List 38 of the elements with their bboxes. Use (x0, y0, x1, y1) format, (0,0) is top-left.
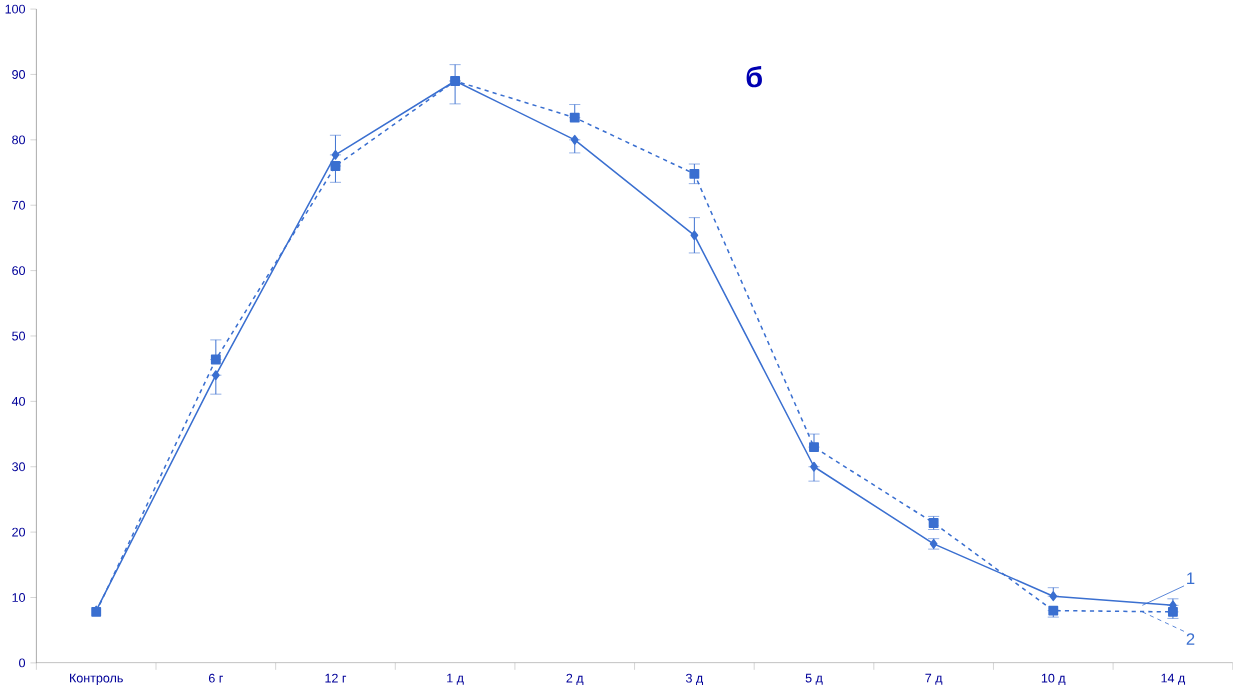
y-tick-label: 100 (5, 4, 26, 14)
x-tick-label: 14 д (1161, 673, 1186, 686)
y-tick-label: 0 (19, 658, 26, 668)
x-tick-label: Контроль (70, 673, 123, 686)
point (1167, 607, 1178, 618)
y-tick-label: 50 (12, 331, 26, 341)
y-tick-label: 60 (12, 266, 26, 276)
y-tick-label: 70 (12, 200, 26, 210)
point (330, 161, 341, 172)
x-tick-label: 1 д (447, 673, 464, 686)
y-tick-label: 30 (12, 462, 26, 472)
x-tick-label: 2 д (566, 673, 584, 686)
text: б (746, 66, 762, 88)
point (450, 76, 461, 87)
point (210, 354, 221, 365)
x-tick-label: 5 д (805, 673, 823, 686)
point (1049, 591, 1058, 602)
x-tick-label: 10 д (1041, 673, 1066, 686)
point (211, 370, 220, 381)
y-tick-label: 80 (12, 135, 26, 145)
y-tick-label: 20 (12, 527, 26, 537)
point (570, 135, 579, 145)
x-tick-label: 12 г (325, 673, 347, 683)
point (1048, 605, 1059, 616)
point (809, 442, 819, 453)
y-tick-label: 10 (12, 593, 26, 603)
series-label: 2 (1186, 633, 1195, 646)
point (689, 169, 700, 179)
x-tick-label: 3 д (685, 673, 704, 686)
y-tick-label: 90 (12, 70, 26, 80)
point (690, 230, 699, 241)
point (331, 150, 340, 160)
point (810, 461, 818, 472)
y-tick-label: 40 (11, 397, 26, 406)
x-tick-label: 6 г (208, 673, 223, 683)
point (569, 112, 580, 123)
x-tick-label: 7 д (925, 673, 943, 686)
series-label: 1 (1187, 572, 1195, 585)
